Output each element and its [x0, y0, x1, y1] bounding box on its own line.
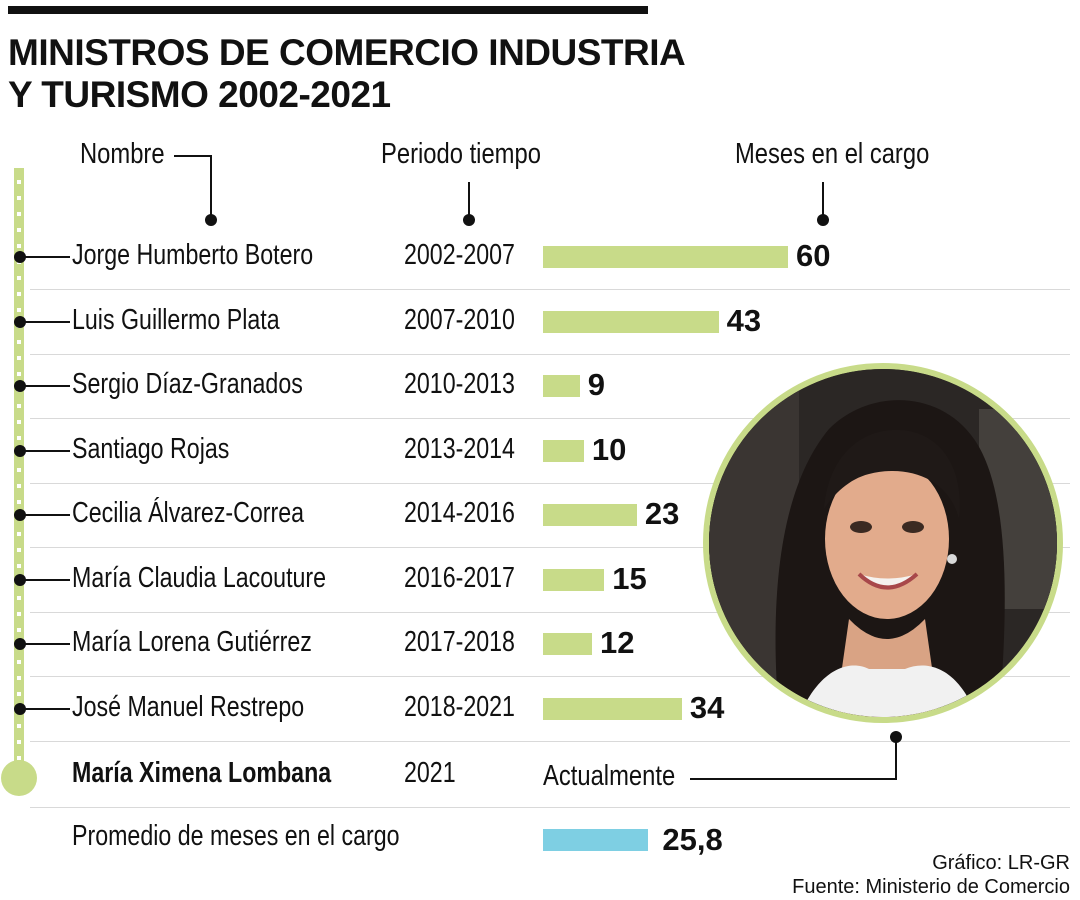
chart-title: MINISTROS DE COMERCIO INDUSTRIA Y TURISM…	[8, 32, 686, 115]
minister-period: 2016-2017	[404, 561, 515, 594]
row-connector	[20, 514, 70, 516]
header-name-pointer-h	[174, 155, 212, 157]
months-value: 15	[612, 560, 647, 596]
header-period-pointer-v	[468, 182, 470, 217]
status-pointer-v	[895, 738, 897, 780]
months-value: 9	[587, 367, 605, 402]
minister-name: María Claudia Lacouture	[72, 561, 327, 594]
minister-period: 2002-2007	[404, 239, 515, 271]
row-separator	[30, 418, 1070, 419]
row-separator	[30, 353, 1070, 355]
minister-period: 2014-2016	[404, 497, 515, 529]
row-connector	[20, 256, 70, 258]
months-bar	[543, 246, 788, 268]
months-bar	[543, 375, 580, 397]
months-value: 34	[689, 689, 725, 725]
credit-graphic: Gráfico: LR-GR	[932, 852, 1070, 874]
row-connector	[20, 320, 70, 323]
header-name-pointer-v	[210, 155, 212, 217]
header-name-dot	[205, 214, 217, 226]
row-connector	[20, 449, 70, 452]
average-label: Promedio de meses en el cargo	[72, 820, 400, 852]
months-bar	[543, 310, 719, 333]
header-months-dot	[817, 214, 829, 226]
minister-period: 2017-2018	[404, 626, 515, 658]
months-bar	[543, 633, 592, 655]
current-minister-name: María Ximena Lombana	[72, 757, 332, 789]
header-period: Periodo tiempo	[381, 138, 541, 170]
row-separator	[30, 289, 1070, 290]
row-separator	[30, 740, 1070, 742]
header-name: Nombre	[80, 138, 165, 170]
months-value: 60	[796, 238, 831, 273]
average-bar	[543, 829, 649, 851]
header-period-dot	[463, 214, 475, 226]
credit-source: Fuente: Ministerio de Comercio	[792, 876, 1070, 898]
row-connector	[20, 578, 70, 581]
months-value: 43	[726, 302, 762, 338]
row-connector	[20, 643, 70, 645]
row-separator	[30, 676, 1070, 677]
minister-period: 2018-2021	[404, 690, 515, 723]
portrait-illustration	[709, 369, 1057, 717]
minister-name: Cecilia Álvarez-Correa	[72, 497, 305, 529]
minister-name: Santiago Rojas	[72, 432, 230, 465]
current-status: Actualmente	[543, 760, 676, 792]
top-rule	[8, 6, 648, 14]
current-minister-period: 2021	[404, 757, 456, 789]
months-bar	[543, 439, 584, 462]
minister-photo	[703, 363, 1063, 723]
row-connector	[20, 385, 70, 387]
months-bar	[543, 504, 637, 526]
separator-average	[30, 807, 1070, 808]
status-pointer-h	[690, 778, 897, 780]
row-separator	[30, 611, 1070, 613]
minister-name: José Manuel Restrepo	[72, 690, 305, 723]
row-separator	[30, 482, 1070, 484]
months-value: 12	[600, 625, 635, 660]
timeline-current-dot	[1, 760, 37, 796]
months-value: 10	[591, 431, 627, 467]
minister-period: 2007-2010	[404, 303, 515, 336]
months-bar	[543, 568, 605, 591]
months-value: 23	[644, 496, 680, 531]
months-bar	[543, 697, 682, 720]
row-connector	[20, 707, 70, 710]
minister-name: Jorge Humberto Botero	[72, 239, 314, 271]
header-months: Meses en el cargo	[735, 138, 930, 170]
minister-period: 2010-2013	[404, 368, 515, 400]
status-pointer-dot	[890, 731, 902, 743]
header-months-pointer-v	[822, 182, 824, 217]
minister-name: María Lorena Gutiérrez	[72, 626, 312, 658]
average-value: 25,8	[662, 822, 723, 857]
minister-period: 2013-2014	[404, 432, 515, 465]
row-separator	[30, 547, 1070, 548]
minister-name: Luis Guillermo Plata	[72, 303, 280, 336]
timeline	[14, 168, 24, 762]
minister-name: Sergio Díaz-Granados	[72, 368, 303, 400]
